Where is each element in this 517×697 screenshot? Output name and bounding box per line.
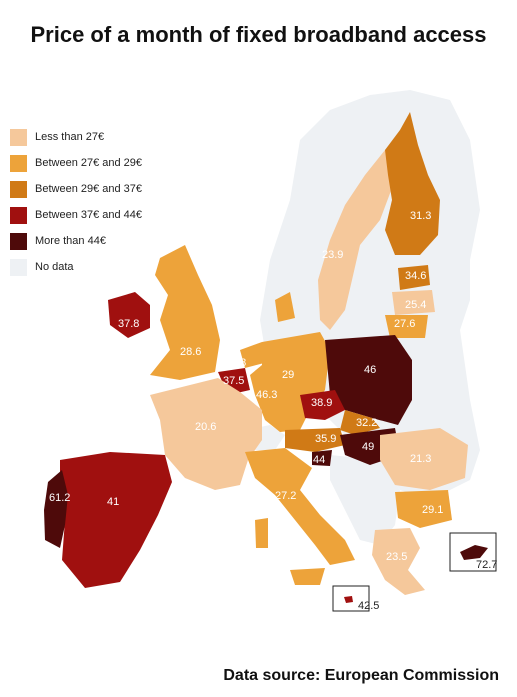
label-latvia: 25.4 <box>405 299 426 311</box>
label-greece: 23.5 <box>386 551 407 563</box>
legend-item: Less than 27€ <box>10 124 142 150</box>
label-ireland: 37.8 <box>118 318 139 330</box>
country-italy <box>245 448 355 565</box>
label-poland: 46 <box>364 364 376 376</box>
legend-swatch <box>10 128 27 146</box>
country-latvia <box>392 290 435 315</box>
country-uk <box>150 245 220 380</box>
legend-item: Between 27€ and 29€ <box>10 150 142 176</box>
legend-item: No data <box>10 254 142 280</box>
label-italy: 27.2 <box>275 490 296 502</box>
label-austria: 35.9 <box>315 433 336 445</box>
legend-swatch <box>10 154 27 172</box>
country-slovenia <box>312 450 332 466</box>
country-malta <box>344 596 353 603</box>
country-bulgaria <box>395 490 452 528</box>
label-romania: 21.3 <box>410 453 431 465</box>
country-czechia <box>300 390 345 420</box>
legend-swatch <box>10 258 27 276</box>
label-hungary: 49 <box>362 441 374 453</box>
label-germany: 29 <box>282 369 294 381</box>
legend-swatch <box>10 232 27 250</box>
label-belgium: 37.5 <box>223 375 244 387</box>
label-spain: 41 <box>107 496 119 508</box>
label-uk: 28.6 <box>180 346 201 358</box>
label-bulgaria: 29.1 <box>422 504 443 516</box>
label-slovakia: 32.2 <box>356 417 377 429</box>
malta-inset-frame <box>332 585 370 612</box>
label-netherlands: 28 <box>234 357 246 369</box>
legend-label: Between 29€ and 37€ <box>35 183 143 195</box>
country-austria <box>285 428 345 452</box>
country-france <box>150 378 262 490</box>
country-spain <box>60 452 172 588</box>
legend-item: Between 29€ and 37€ <box>10 176 142 202</box>
map-title: Price of a month of fixed broadband acce… <box>30 22 487 47</box>
label-slovenia: 44 <box>313 454 325 466</box>
map-legend: Less than 27€ Between 27€ and 29€ Between … <box>10 124 142 280</box>
country-sweden <box>318 140 400 330</box>
legend-label: Less than 27€ <box>35 131 105 143</box>
country-denmark <box>275 292 295 322</box>
legend-item: More than 44€ <box>10 228 142 254</box>
country-estonia <box>398 265 430 290</box>
country-sicily <box>290 568 325 585</box>
country-lithuania <box>385 315 428 338</box>
country-netherlands <box>240 342 268 368</box>
country-sardinia <box>255 518 268 548</box>
label-finland: 31.3 <box>410 210 431 222</box>
country-poland <box>325 335 412 425</box>
country-finland <box>385 112 440 255</box>
data-source: Data source: European Commission <box>223 667 499 684</box>
legend-label: More than 44€ <box>35 235 106 247</box>
label-lithuania: 27.6 <box>394 318 415 330</box>
label-france: 20.6 <box>195 421 216 433</box>
legend-swatch <box>10 180 27 198</box>
label-luxembourg: 46.3 <box>256 389 277 401</box>
country-slovakia <box>340 410 380 435</box>
legend-swatch <box>10 206 27 224</box>
balkans-no-data <box>330 455 400 545</box>
label-czechia: 38.9 <box>311 397 332 409</box>
country-cyprus <box>460 545 488 560</box>
country-portugal <box>44 470 68 548</box>
label-cyprus: 72.7 <box>476 559 497 571</box>
norway-no-data <box>295 110 410 300</box>
legend-label: Between 27€ and 29€ <box>35 157 143 169</box>
country-ireland <box>108 292 150 338</box>
country-greece <box>372 528 425 595</box>
legend-label: No data <box>35 261 74 273</box>
label-estonia: 34.6 <box>405 270 426 282</box>
label-malta: 42.5 <box>358 600 379 612</box>
legend-item: Between 37€ and 44€ <box>10 202 142 228</box>
label-portugal: 61.2 <box>49 492 70 504</box>
cyprus-inset-frame <box>449 532 497 572</box>
legend-label: Between 37€ and 44€ <box>35 209 143 221</box>
label-sweden: 23.9 <box>322 249 343 261</box>
country-romania <box>380 428 468 490</box>
